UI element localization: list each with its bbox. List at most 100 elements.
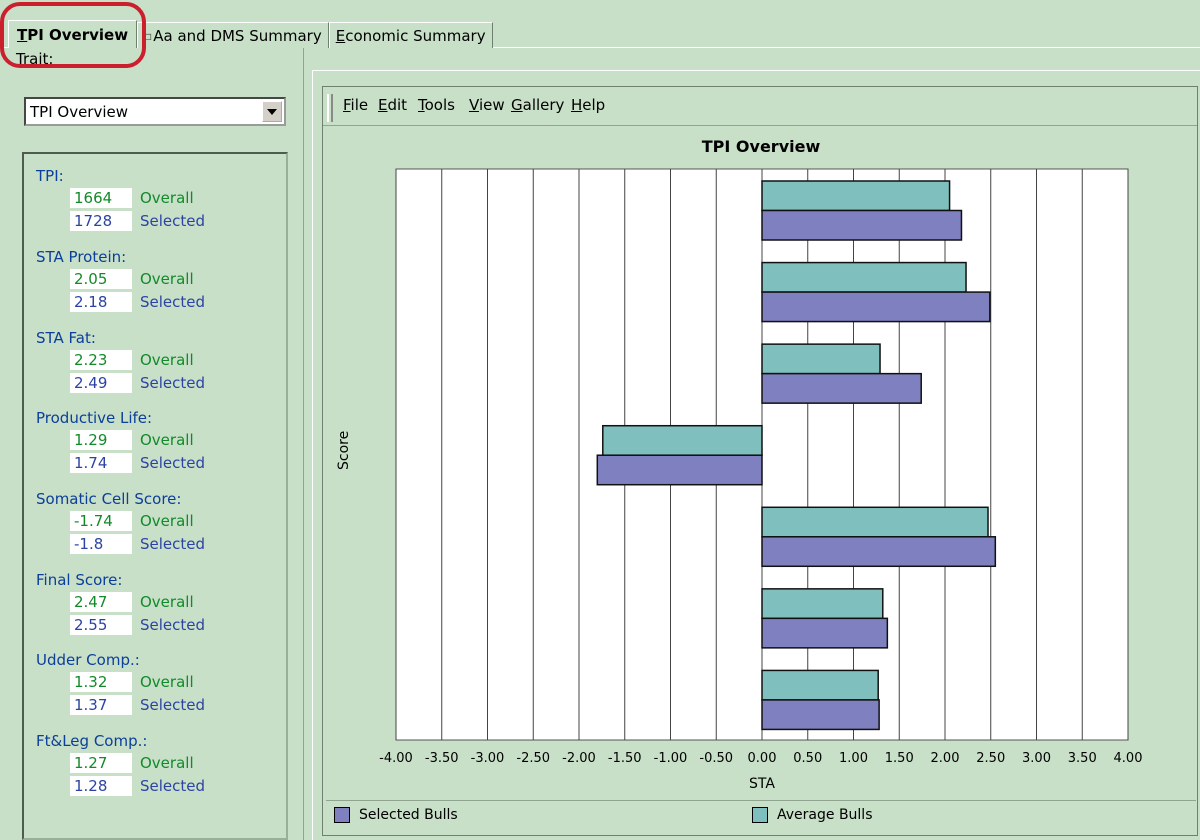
stat-selected-row: 1.28 Selected (36, 775, 205, 798)
x-tick-label: 3.50 (1068, 751, 1097, 766)
stat-selected-label: Selected (140, 696, 206, 714)
stat-selected-label: Selected (140, 454, 206, 472)
stat-overall-label: Overall (140, 270, 194, 288)
stat-overall-label: Overall (140, 673, 194, 691)
stat-overall-value: 1.32 (70, 672, 132, 692)
stat-overall-label: Overall (140, 593, 194, 611)
trait-dropdown-value: TPI Overview (30, 103, 129, 121)
chart-legend: Selected Bulls Average Bulls (326, 800, 1196, 832)
tab-aa-dms-summary[interactable]: ▫ Aa and DMS Summary (137, 22, 329, 48)
x-tick-label: -4.00 (379, 751, 413, 766)
stat-group: Somatic Cell Score: -1.74 Overall -1.8 Selec… (36, 488, 205, 556)
trait-dropdown[interactable]: TPI Overview (24, 97, 286, 126)
stat-overall-row: 2.05 Overall (36, 268, 194, 291)
menu-help[interactable]: Help (571, 96, 606, 114)
x-tick-label: -1.00 (654, 751, 688, 766)
stat-selected-value: 1.74 (70, 453, 132, 473)
stat-overall-value: 1664 (70, 188, 132, 208)
chevron-down-icon (267, 108, 277, 115)
stat-group: STA Protein: 2.05 Overall 2.18 Selected (36, 246, 205, 314)
tab-small-icon: ▫ (144, 28, 153, 43)
stat-selected-row: -1.8 Selected (36, 533, 205, 556)
stat-label: TPI: (36, 167, 64, 185)
stat-overall-value: 1.27 (70, 753, 132, 773)
stat-selected-label: Selected (140, 535, 206, 553)
legend-item-selected: Selected Bulls (334, 807, 458, 823)
chart-title: TPI Overview (701, 137, 821, 156)
stat-group: Ft&Leg Comp.: 1.27 Overall 1.28 Selected (36, 730, 205, 798)
stat-label: Udder Comp.: (36, 651, 140, 669)
x-tick-label: 0.00 (748, 751, 777, 766)
stat-label: Productive Life: (36, 409, 153, 427)
toolbar-grip[interactable] (327, 94, 333, 122)
stats-panel (22, 152, 288, 840)
bar-selected (761, 209, 963, 241)
bar-average (761, 669, 879, 701)
stat-label: Final Score: (36, 571, 123, 589)
stat-label: STA Protein: (36, 248, 127, 266)
tab-tpi-overview-label: PI Overview (27, 25, 129, 44)
bar-average (761, 506, 989, 538)
x-tick-label: 1.50 (885, 751, 914, 766)
stat-selected-value: 1728 (70, 211, 132, 231)
menu-gallery[interactable]: Gallery (511, 96, 565, 114)
stat-overall-label: Overall (140, 431, 194, 449)
x-tick-label: 2.50 (976, 751, 1005, 766)
stat-selected-value: -1.8 (70, 534, 132, 554)
stat-selected-value: 2.49 (70, 373, 132, 393)
stat-group: Productive Life: 1.29 Overall 1.74 Selected (36, 407, 205, 475)
stat-selected-value: 2.18 (70, 292, 132, 312)
menu-tools[interactable]: Tools (418, 96, 455, 114)
x-tick-label: -0.50 (699, 751, 733, 766)
tab-tpi-overview[interactable]: T PI Overview (8, 20, 138, 48)
stat-overall-label: Overall (140, 189, 194, 207)
stat-selected-value: 2.55 (70, 615, 132, 635)
trait-label: Trait: (16, 50, 54, 68)
left-panel (8, 48, 304, 840)
bar-average (761, 180, 951, 212)
stat-overall-value: -1.74 (70, 511, 132, 531)
stat-selected-label: Selected (140, 293, 206, 311)
menu-file[interactable]: File (343, 96, 369, 114)
chart-menubar: File Edit Tools View Gallery Help (323, 88, 1197, 126)
stat-selected-label: Selected (140, 212, 206, 230)
legend-label-average: Average Bulls (777, 807, 873, 823)
stat-selected-value: 1.37 (70, 695, 132, 715)
stat-overall-row: 1.32 Overall (36, 671, 194, 694)
bar-selected (761, 372, 922, 404)
tab-economic-summary-label: conomic Summary (345, 26, 486, 45)
bar-average (761, 261, 967, 293)
dropdown-arrow-button[interactable] (262, 101, 282, 122)
menu-view[interactable]: View (469, 96, 505, 114)
stat-selected-label: Selected (140, 374, 206, 392)
legend-label-selected: Selected Bulls (359, 807, 458, 823)
x-tick-label: 1.00 (839, 751, 868, 766)
bar-selected (761, 291, 991, 323)
x-tick-label: 4.00 (1114, 751, 1143, 766)
stat-group: STA Fat: 2.23 Overall 2.49 Selected (36, 327, 205, 395)
menu-edit[interactable]: Edit (378, 96, 408, 114)
legend-item-average: Average Bulls (752, 807, 873, 823)
stat-label: Somatic Cell Score: (36, 490, 182, 508)
stat-overall-row: 1.29 Overall (36, 429, 194, 452)
stat-group: Udder Comp.: 1.32 Overall 1.37 Selected (36, 649, 205, 717)
stat-selected-row: 2.49 Selected (36, 372, 205, 395)
stat-overall-value: 2.47 (70, 592, 132, 612)
stat-selected-row: 1728 Selected (36, 210, 205, 233)
bar-selected (596, 454, 763, 486)
stat-overall-row: 1.27 Overall (36, 752, 194, 775)
bar-average (761, 343, 881, 375)
stat-group: TPI: 1664 Overall 1728 Selected (36, 165, 205, 233)
legend-swatch-average (752, 807, 768, 823)
stat-selected-label: Selected (140, 777, 206, 795)
x-tick-label: -3.50 (425, 751, 459, 766)
x-tick-label: -3.00 (471, 751, 505, 766)
x-tick-label: 0.50 (793, 751, 822, 766)
bar-average (602, 424, 763, 456)
stat-overall-row: 2.23 Overall (36, 349, 194, 372)
stat-selected-value: 1.28 (70, 776, 132, 796)
stat-overall-label: Overall (140, 512, 194, 530)
chart-frame (312, 70, 1200, 840)
